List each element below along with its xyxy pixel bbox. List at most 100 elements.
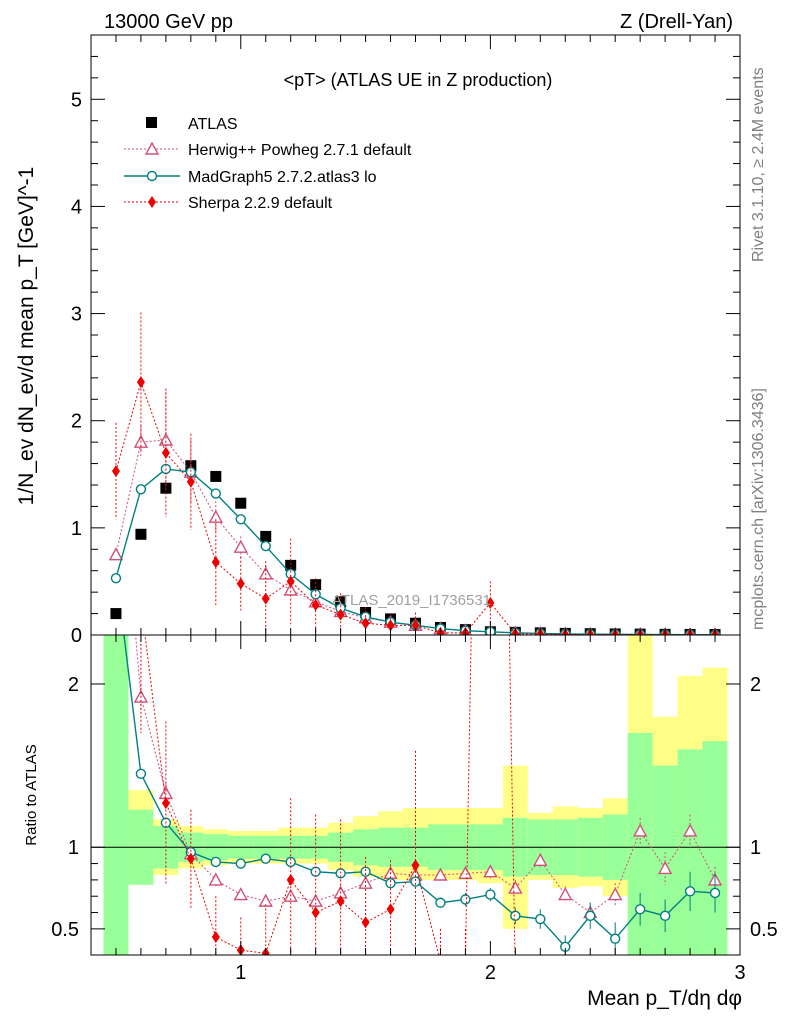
legend: ATLAS Herwig++ Powheg 2.7.1 default MadG…: [124, 116, 412, 212]
stat-band-green: [103, 635, 129, 955]
ratio-sherpa-point: [186, 852, 195, 865]
ratio-ytick-label-right: 2: [750, 674, 761, 696]
atlas-point: [310, 579, 322, 591]
legend-atlas-marker: [146, 117, 157, 128]
ratio-herwig-point: [433, 867, 448, 881]
ratio-herwig-point: [458, 865, 473, 880]
main-ytick-label: 0: [71, 625, 82, 647]
ratio-sherpa-point: [336, 895, 345, 908]
herwig-point: [233, 539, 248, 553]
stat-band-green: [702, 741, 728, 955]
herwig-point: [208, 509, 223, 523]
sherpa-point: [186, 475, 195, 488]
ratio-sherpa-point: [611, 972, 619, 984]
ratio-sherpa-point: [536, 972, 544, 984]
ratio-sherpa-point: [711, 972, 719, 984]
ratio-herwig-point: [682, 823, 698, 837]
atlas-point: [210, 470, 222, 482]
ratio-ytick-label: 0.5: [51, 919, 79, 941]
plot-title: <pT> (ATLAS UE in Z production): [284, 70, 553, 90]
ratio-sherpa-point: [137, 596, 145, 608]
ratio-madgraph-point: [535, 913, 546, 925]
header-right: Z (Drell-Yan): [620, 11, 733, 33]
xtick-label: 3: [734, 962, 745, 984]
ratio-madgraph-point: [609, 933, 621, 944]
ratio-ylabel: Ratio to ATLAS: [23, 744, 40, 845]
ratio-madgraph-point: [135, 768, 147, 779]
ratio-madgraph-point: [410, 876, 421, 887]
ratio-herwig-point: [533, 852, 548, 867]
ratio-herwig-point: [632, 823, 648, 837]
ratio-sherpa-point: [311, 906, 320, 919]
legend-herwig-marker: [144, 141, 160, 155]
ratio-sherpa-point: [361, 916, 370, 929]
sherpa-point: [236, 577, 245, 590]
ratio-sherpa-point: [436, 956, 444, 968]
ratio-herwig-point: [110, 400, 122, 411]
ratio-ytick-label: 1: [68, 837, 79, 859]
madgraph-point: [210, 488, 222, 499]
main-ylabel: 1/N_ev dN_ev/d mean p_T [GeV]^-1: [15, 167, 38, 506]
main-ytick-label: 3: [71, 304, 82, 326]
main-ytick-label: 2: [71, 411, 82, 433]
ratio-herwig-point: [508, 880, 523, 894]
analysis-watermark: ATLAS_2019_I1736531: [332, 592, 491, 609]
ratio-sherpa-point: [636, 972, 644, 984]
main-ytick-label: 5: [71, 89, 82, 111]
sherpa-point: [286, 575, 295, 588]
madgraph-point: [260, 540, 271, 552]
ratio-sherpa-point: [386, 903, 395, 916]
sherpa-point: [386, 619, 395, 632]
ratio-madgraph-point: [435, 897, 446, 908]
ratio-madgraph-point: [709, 887, 721, 899]
ratio-madgraph-point: [260, 853, 271, 864]
sherpa-point: [211, 556, 220, 569]
sherpa-point: [336, 608, 345, 621]
ratio-madgraph-point: [360, 866, 371, 877]
ratio-madgraph-point: [684, 886, 696, 897]
ratio-madgraph-point: [210, 856, 222, 868]
legend-herwig-label: Herwig++ Powheg 2.7.1 default: [188, 142, 412, 159]
ratio-madgraph-point: [585, 910, 596, 922]
atlas-point: [110, 608, 122, 620]
ratio-madgraph-point: [460, 894, 471, 905]
ratio-herwig-point: [608, 887, 623, 901]
ratio-madgraph-point: [385, 877, 396, 889]
madgraph-point: [135, 484, 147, 495]
xtick-label: 2: [485, 962, 496, 984]
herwig-point: [108, 547, 124, 561]
ratio-madgraph-point: [235, 858, 246, 869]
ratio-sherpa-point: [161, 797, 170, 810]
ratio-ytick-label-right: 0.5: [750, 919, 778, 941]
legend-madgraph-marker: [146, 170, 158, 182]
legend-entry-herwig: Herwig++ Powheg 2.7.1 default: [124, 141, 412, 159]
main-ytick-label: 1: [71, 518, 82, 540]
ratio-series-group: [110, 400, 723, 984]
ratio-herwig-point: [208, 872, 223, 886]
sherpa-point: [161, 446, 170, 459]
sherpa-point: [111, 465, 120, 478]
legend-entry-atlas: ATLAS: [146, 116, 238, 133]
xtick-label: 1: [235, 962, 246, 984]
sherpa-point: [261, 592, 270, 605]
xlabel: Mean p_T/dη dφ: [587, 987, 742, 1010]
sherpa-point: [311, 599, 320, 611]
rivet-version: Rivet 3.1.10, ≥ 2.4M events: [750, 67, 767, 262]
atlas-point: [135, 528, 147, 540]
ratio-sherpa-point: [686, 972, 694, 984]
madgraph-point: [235, 514, 246, 525]
madgraph-point: [110, 573, 122, 584]
legend-entry-sherpa: Sherpa 2.2.9 default: [124, 195, 333, 212]
ratio-sherpa-point: [586, 972, 594, 984]
ratio-sherpa-point: [661, 972, 669, 984]
sherpa-point: [486, 596, 495, 609]
legend-madgraph-label: MadGraph5 2.7.2.atlas3 lo: [188, 169, 377, 186]
legend-sherpa-label: Sherpa 2.2.9 default: [188, 195, 333, 212]
legend-entry-madgraph: MadGraph5 2.7.2.atlas3 lo: [124, 169, 377, 186]
atlas-point: [235, 497, 247, 509]
ratio-herwig-point: [158, 785, 174, 800]
ratio-ytick-label: 2: [68, 674, 79, 696]
atlas-point: [260, 530, 272, 542]
ratio-sherpa-point: [411, 859, 420, 872]
